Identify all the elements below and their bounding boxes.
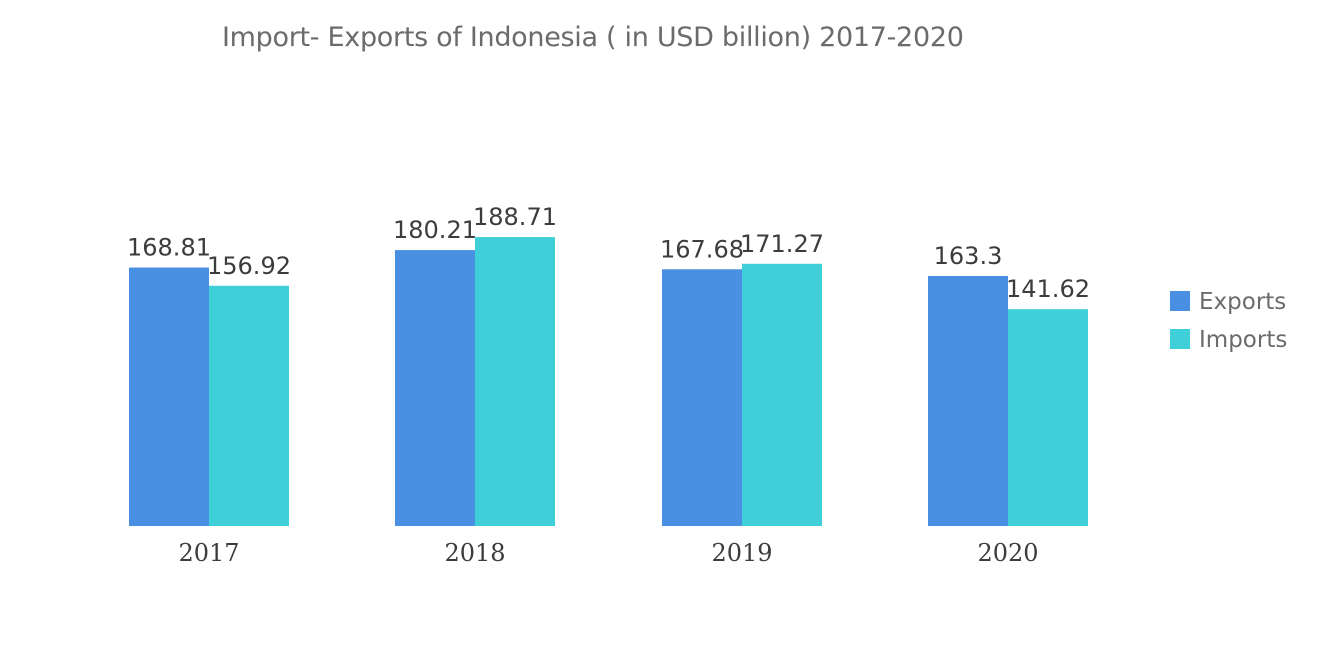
data-label-exports-2019: 167.68 [660,235,744,263]
data-label-imports-2020: 141.62 [1006,275,1090,303]
data-label-exports-2018: 180.21 [393,216,477,244]
x-tick-label-2018: 2018 [444,539,505,567]
chart-title: Import- Exports of Indonesia ( in USD bi… [222,22,964,53]
bar-imports-2019 [742,263,822,526]
x-tick-label-2017: 2017 [178,539,239,567]
data-label-exports-2017: 168.81 [127,234,211,262]
legend-swatch-exports [1170,291,1190,311]
bar-imports-2020 [1008,309,1088,526]
bar-exports-2020 [928,275,1008,526]
bar-imports-2017 [209,285,289,526]
data-label-imports-2019: 171.27 [740,230,824,258]
bar-exports-2018 [395,250,475,526]
bar-imports-2018 [475,237,555,526]
x-tick-label-2020: 2020 [977,539,1038,567]
data-label-exports-2020: 163.3 [934,242,1003,270]
legend-label-imports: Imports [1199,327,1287,353]
data-label-imports-2018: 188.71 [473,203,557,231]
bar-exports-2017 [129,267,209,526]
x-tick-label-2019: 2019 [711,539,772,567]
data-label-imports-2017: 156.92 [207,252,291,280]
bar-exports-2019 [662,269,742,526]
legend-swatch-imports [1170,329,1190,349]
legend-label-exports: Exports [1199,289,1286,315]
